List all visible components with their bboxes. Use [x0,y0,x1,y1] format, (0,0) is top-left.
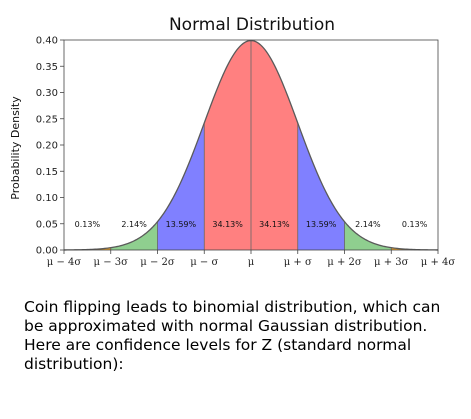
percent-label: 2.14% [121,220,147,229]
caption-text: Coin flipping leads to binomial distribu… [24,298,441,373]
y-tick-label: 0.25 [36,114,58,125]
x-tick-label: μ − 2σ [140,257,175,268]
normal-distribution-chart: Normal Distribution Probability Density … [9,15,456,268]
region-4 [251,40,298,251]
y-tick-label: 0.30 [36,88,58,99]
y-tick-label: 0.05 [36,219,58,230]
y-tick-label: 0.00 [36,246,58,257]
x-axis: μ − 4σ μ − 3σ μ − 2σ μ − σ μ μ + σ μ + 2σ μ + 3… [47,250,456,268]
percent-label: 34.13% [212,220,243,229]
y-tick-label: 0.20 [36,141,58,152]
y-axis-label: Probability Density [9,96,22,200]
x-tick-label: μ − σ [190,257,218,268]
percent-label: 13.59% [306,220,337,229]
percent-label: 13.59% [166,220,197,229]
x-tick-label: μ + σ [284,257,312,268]
y-tick-label: 0.40 [36,36,58,47]
region-3 [204,40,251,251]
sigma-dividers [110,40,392,250]
x-tick-label: μ [248,257,255,268]
percent-label: 34.13% [259,220,290,229]
percent-labels: 0.13% 2.14% 13.59% 34.13% 34.13% 13.59% 2.14% 0… [75,220,428,229]
y-tick-label: 0.10 [36,193,58,204]
y-tick-label: 0.15 [36,167,58,178]
x-tick-label: μ + 2σ [327,257,362,268]
chart-title: Normal Distribution [169,15,335,35]
percent-label: 0.13% [402,220,428,229]
percent-label: 2.14% [355,220,381,229]
x-tick-label: μ + 3σ [374,257,409,268]
x-tick-label: μ + 4σ [421,257,456,268]
x-tick-label: μ − 4σ [47,257,82,268]
region-1 [110,221,158,250]
x-tick-label: μ − 3σ [94,257,129,268]
y-axis: 0.00 0.05 0.10 0.15 0.20 0.25 0.30 0.35 0.40 [36,36,64,257]
region-6 [344,221,392,250]
percent-label: 0.13% [75,220,101,229]
y-tick-label: 0.35 [36,62,58,73]
density-curve [63,39,439,251]
